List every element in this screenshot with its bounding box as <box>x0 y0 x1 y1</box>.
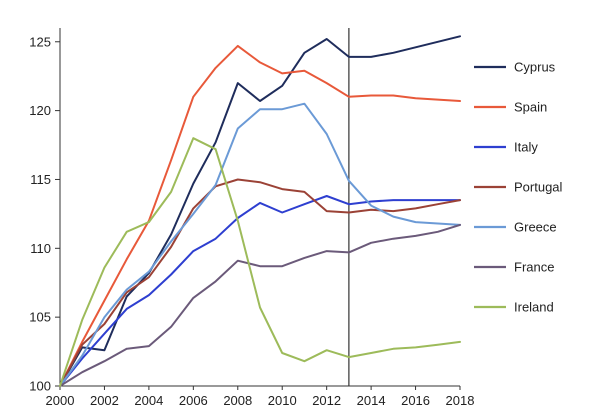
x-tick-label: 2006 <box>179 393 208 408</box>
legend-label: Cyprus <box>514 60 556 75</box>
x-tick-label: 2012 <box>312 393 341 408</box>
series-line-cyprus <box>59 35 461 387</box>
x-tick-label: 2002 <box>90 393 119 408</box>
series-line-italy <box>59 195 461 387</box>
y-tick-label: 115 <box>30 172 51 187</box>
series-lines <box>59 35 461 387</box>
legend-label: Spain <box>514 100 547 115</box>
x-tick-label: 2016 <box>401 393 430 408</box>
series-line-ireland <box>59 137 461 387</box>
axes: 100 105 110 115 120 125 2000 2002 2004 2006 2008 20… <box>29 28 474 408</box>
y-tick-label: 110 <box>30 241 51 256</box>
series-line-france <box>59 223 461 387</box>
series-line-portugal <box>59 178 461 387</box>
x-tick-label: 2000 <box>46 393 75 408</box>
legend-label: France <box>514 260 554 275</box>
series-line-greece <box>59 102 461 387</box>
series-line-spain <box>59 44 461 387</box>
x-tick-label: 2008 <box>223 393 252 408</box>
x-tick-label: 2018 <box>446 393 475 408</box>
legend: Cyprus Spain Italy Portugal Greece France Irel… <box>474 60 563 315</box>
legend-label: Portugal <box>514 180 563 195</box>
legend-label: Italy <box>514 140 538 155</box>
y-tick-label: 100 <box>29 379 51 394</box>
legend-label: Ireland <box>514 300 554 315</box>
legend-label: Greece <box>514 220 557 235</box>
x-tick-label: 2010 <box>268 393 297 408</box>
y-tick-label: 125 <box>29 34 51 49</box>
y-tick-label: 120 <box>29 103 51 118</box>
y-tick-label: 105 <box>29 310 51 325</box>
x-tick-label: 2004 <box>134 393 163 408</box>
x-tick-label: 2014 <box>357 393 386 408</box>
